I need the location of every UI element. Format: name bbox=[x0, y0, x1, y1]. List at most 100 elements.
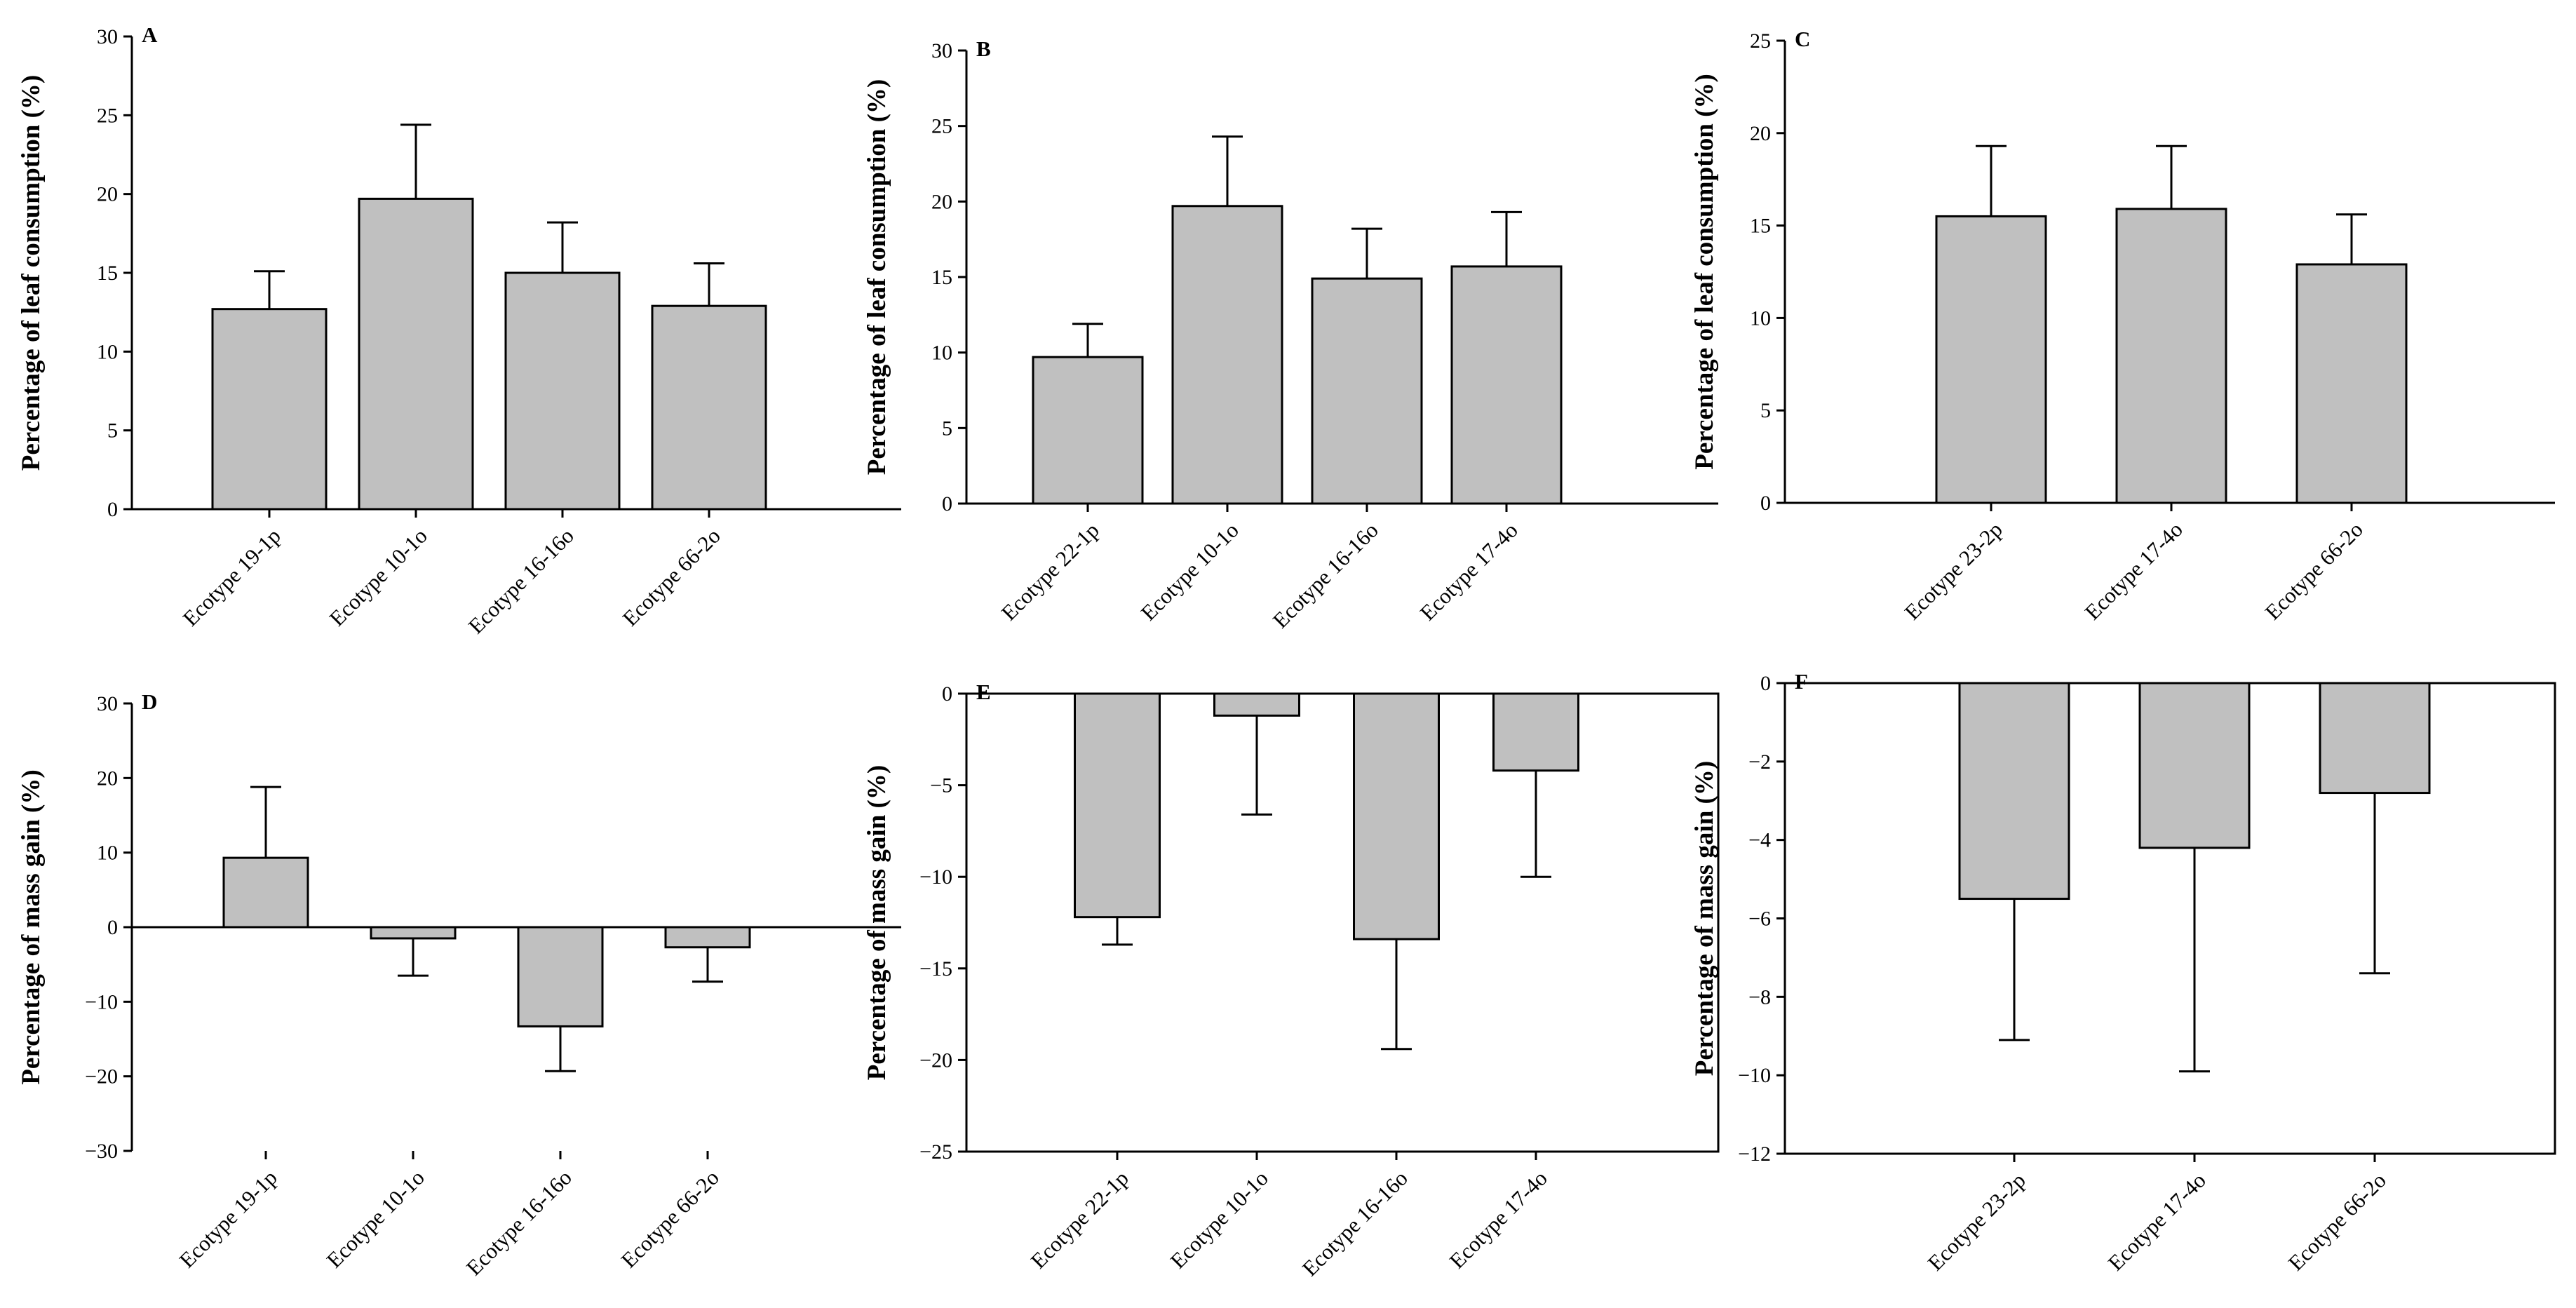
y-tick-label: 30 bbox=[931, 39, 952, 62]
bar bbox=[1171, 205, 1283, 505]
y-tick-label: 20 bbox=[1750, 122, 1771, 145]
category-label: Ecotype 10-1o bbox=[1136, 518, 1243, 625]
y-tick-label: 5 bbox=[942, 417, 952, 440]
y-tick-label: −4 bbox=[1748, 829, 1771, 852]
bar bbox=[370, 926, 457, 940]
panel-e-frame bbox=[965, 692, 1720, 1153]
category-label: Ecotype 16-16o bbox=[461, 1165, 576, 1280]
bar bbox=[517, 926, 604, 1027]
y-tick-label: 25 bbox=[931, 115, 952, 138]
bar bbox=[1450, 265, 1563, 505]
bar bbox=[211, 308, 328, 511]
category-label: Ecotype 16-16o bbox=[464, 523, 579, 638]
bar bbox=[651, 304, 767, 511]
y-tick-label: −5 bbox=[930, 774, 952, 797]
y-tick-label: 30 bbox=[97, 692, 118, 715]
category-label: Ecotype 17-4o bbox=[1445, 1166, 1552, 1273]
y-axis-title: Percentage of mass gain (%) bbox=[17, 769, 46, 1084]
y-tick-label: 0 bbox=[107, 498, 118, 521]
bar bbox=[1492, 692, 1579, 772]
category-label: Ecotype 17-4o bbox=[2103, 1168, 2211, 1275]
category-label: Ecotype 22-1p bbox=[997, 518, 1104, 625]
y-tick-label: 20 bbox=[931, 190, 952, 213]
bar bbox=[1213, 692, 1300, 717]
y-tick-label: 25 bbox=[1750, 29, 1771, 53]
category-label: Ecotype 23-2p bbox=[1900, 517, 2007, 624]
bar bbox=[504, 271, 621, 511]
y-axis-title: Percentage of mass gain (%) bbox=[1690, 761, 1719, 1076]
y-tick-label: 25 bbox=[97, 104, 118, 127]
y-axis-title: Percentage of leaf consumption (%) bbox=[1690, 74, 1719, 470]
y-tick-label: 5 bbox=[1760, 399, 1771, 422]
bar bbox=[1935, 215, 2047, 504]
y-tick-label: −2 bbox=[1748, 750, 1771, 774]
panel-letter: B bbox=[976, 36, 991, 61]
panel-d: −30 −20 −10 0 10 20 30 Ecotype 19-1p Ecotype 10-… bbox=[17, 689, 901, 1280]
panel-c: 0 5 10 15 20 25 Ecotype 23-2p Ecotype 17-4o Ecot… bbox=[1690, 27, 2555, 624]
y-tick-label: −20 bbox=[919, 1049, 952, 1072]
y-tick-label: 0 bbox=[942, 492, 952, 515]
category-label: Ecotype 66-2o bbox=[616, 1165, 724, 1272]
bar bbox=[1353, 692, 1440, 940]
category-label: Ecotype 66-2o bbox=[2260, 517, 2368, 624]
category-label: Ecotype 17-4o bbox=[2080, 517, 2187, 624]
bar bbox=[1032, 356, 1144, 505]
bar bbox=[1074, 692, 1161, 919]
category-label: Ecotype 19-1p bbox=[175, 1165, 282, 1272]
category-label: Ecotype 22-1p bbox=[1026, 1166, 1133, 1273]
y-tick-label: 15 bbox=[1750, 215, 1771, 238]
panel-f: −12 −10 −8 −6 −4 −2 0 Ecotype 23-2p Ecotype 17-4… bbox=[1690, 669, 2556, 1275]
category-label: Ecotype 16-16o bbox=[1268, 518, 1383, 633]
y-tick-label: −8 bbox=[1748, 985, 1771, 1009]
bar bbox=[1311, 277, 1423, 505]
y-tick-label: 20 bbox=[97, 183, 118, 206]
panel-letter: D bbox=[142, 689, 157, 714]
y-tick-label: 0 bbox=[1760, 672, 1771, 695]
y-tick-label: −10 bbox=[919, 865, 952, 889]
y-tick-label: 20 bbox=[97, 767, 118, 790]
y-tick-label: 10 bbox=[931, 342, 952, 365]
y-tick-label: −15 bbox=[919, 957, 952, 980]
y-tick-label: −12 bbox=[1738, 1142, 1771, 1166]
category-label: Ecotype 10-1o bbox=[1166, 1166, 1273, 1273]
bar bbox=[2319, 682, 2431, 795]
category-label: Ecotype 10-1o bbox=[322, 1165, 429, 1272]
panel-letter: A bbox=[142, 22, 158, 47]
panel-letter: C bbox=[1795, 27, 1810, 51]
category-label: Ecotype 19-1p bbox=[178, 523, 285, 631]
panel-a: 0 5 10 15 20 25 30 Ecotype 19-1p Ecotype 10-1o Ec… bbox=[17, 22, 901, 638]
panel-letter: F bbox=[1795, 669, 1808, 694]
panel-e: −25 −20 −15 −10 −5 0 Ecotype 22-1p Ecotype 10-1… bbox=[863, 680, 1720, 1281]
y-tick-label: 5 bbox=[107, 419, 118, 443]
y-tick-label: 10 bbox=[1750, 306, 1771, 330]
y-axis-title: Percentage of mass gain (%) bbox=[863, 765, 891, 1080]
category-label: Ecotype 16-16o bbox=[1297, 1166, 1412, 1281]
y-tick-label: 0 bbox=[942, 682, 952, 706]
bar bbox=[664, 926, 751, 949]
bar bbox=[222, 856, 309, 929]
category-label: Ecotype 17-4o bbox=[1415, 518, 1523, 625]
y-tick-label: −6 bbox=[1748, 908, 1771, 931]
y-tick-label: −10 bbox=[1738, 1064, 1771, 1087]
y-tick-label: 10 bbox=[97, 842, 118, 865]
y-tick-label: 0 bbox=[1760, 492, 1771, 515]
y-tick-label: 15 bbox=[97, 262, 118, 285]
bar bbox=[2295, 263, 2408, 504]
y-tick-label: −10 bbox=[85, 990, 118, 1013]
y-tick-label: 30 bbox=[97, 25, 118, 48]
category-label: Ecotype 10-1o bbox=[325, 523, 432, 631]
panel-letter: E bbox=[976, 680, 991, 704]
bar bbox=[2138, 682, 2251, 849]
y-axis-title: Percentage of leaf consumption (%) bbox=[863, 79, 891, 476]
y-tick-label: −30 bbox=[85, 1140, 118, 1163]
category-label: Ecotype 23-2p bbox=[1923, 1168, 2030, 1275]
y-tick-label: 15 bbox=[931, 266, 952, 289]
bar bbox=[1958, 682, 2070, 901]
category-label: Ecotype 66-2o bbox=[2284, 1168, 2391, 1275]
y-tick-label: −20 bbox=[85, 1065, 118, 1088]
y-axis-title: Percentage of leaf consumption (%) bbox=[17, 75, 46, 471]
y-tick-label: 10 bbox=[97, 340, 118, 363]
y-tick-label: 0 bbox=[107, 916, 118, 939]
